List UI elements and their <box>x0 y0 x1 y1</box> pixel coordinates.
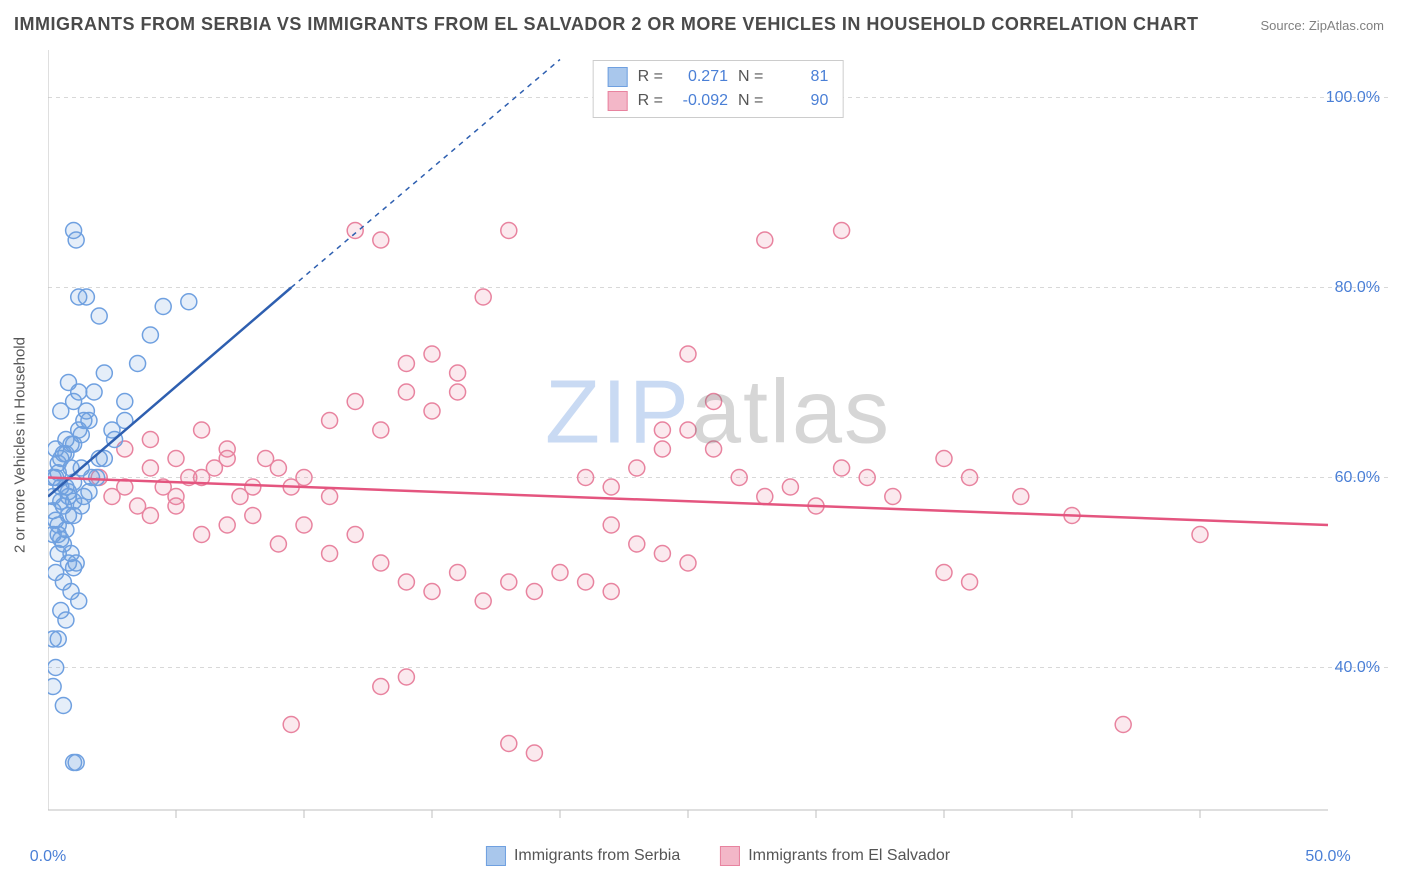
legend-label-serbia: Immigrants from Serbia <box>514 847 680 865</box>
r-value-serbia: 0.271 <box>673 68 728 86</box>
n-label: N = <box>738 68 763 86</box>
legend-item-serbia: Immigrants from Serbia <box>486 846 680 866</box>
y-tick-label: 60.0% <box>1335 469 1380 487</box>
r-value-elsalvador: -0.092 <box>673 92 728 110</box>
chart-title: IMMIGRANTS FROM SERBIA VS IMMIGRANTS FRO… <box>14 14 1199 35</box>
scatter-plot <box>48 50 1388 840</box>
stats-legend: R = 0.271 N = 81 R = -0.092 N = 90 <box>593 60 844 118</box>
n-label: N = <box>738 92 763 110</box>
r-label: R = <box>638 92 663 110</box>
y-tick-label: 100.0% <box>1326 89 1380 107</box>
n-value-serbia: 81 <box>773 68 828 86</box>
legend-bottom: Immigrants from Serbia Immigrants from E… <box>486 846 950 866</box>
y-tick-label: 80.0% <box>1335 279 1380 297</box>
x-tick-label: 50.0% <box>1305 848 1350 866</box>
swatch-serbia-bottom <box>486 846 506 866</box>
legend-item-elsalvador: Immigrants from El Salvador <box>720 846 950 866</box>
stats-row-elsalvador: R = -0.092 N = 90 <box>608 91 829 111</box>
swatch-elsalvador <box>608 91 628 111</box>
n-value-elsalvador: 90 <box>773 92 828 110</box>
source-attribution: Source: ZipAtlas.com <box>1260 18 1384 33</box>
r-label: R = <box>638 68 663 86</box>
stats-row-serbia: R = 0.271 N = 81 <box>608 67 829 87</box>
x-tick-label: 0.0% <box>30 848 66 866</box>
y-axis-label: 2 or more Vehicles in Household <box>12 337 29 553</box>
legend-label-elsalvador: Immigrants from El Salvador <box>748 847 950 865</box>
swatch-elsalvador-bottom <box>720 846 740 866</box>
swatch-serbia <box>608 67 628 87</box>
chart-area: 2 or more Vehicles in Household ZIPatlas… <box>48 50 1388 840</box>
y-tick-label: 40.0% <box>1335 659 1380 677</box>
